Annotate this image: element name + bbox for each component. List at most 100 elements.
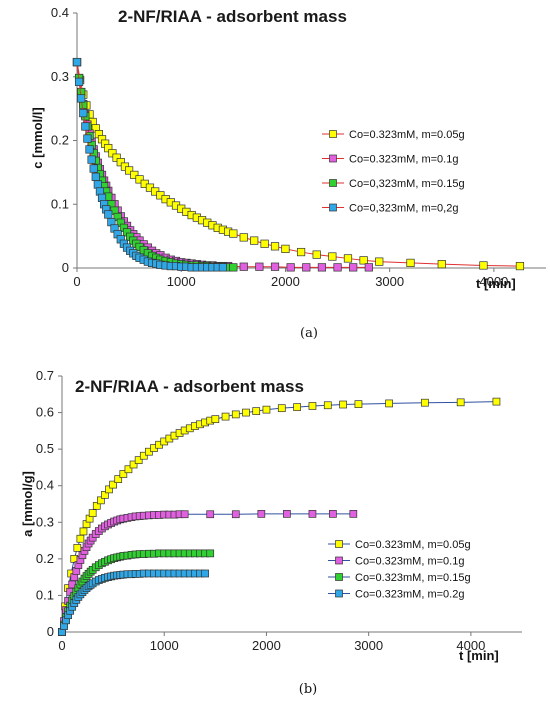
y-tick-label: 0.2	[36, 551, 54, 566]
data-point	[323, 401, 332, 410]
data-point	[79, 108, 88, 118]
data-point	[260, 239, 269, 248]
data-point	[130, 170, 139, 180]
data-point	[333, 263, 342, 272]
data-point	[328, 252, 337, 261]
series-1	[58, 397, 501, 636]
data-point	[129, 460, 138, 469]
data-point	[76, 534, 85, 543]
legend-entry: Co=0,323mM, m=0,2g	[322, 203, 458, 215]
data-point	[281, 244, 290, 253]
data-point	[308, 510, 317, 518]
legend-entry: Co=0.323mM, m=0.2g	[328, 589, 464, 601]
data-point	[293, 403, 301, 411]
data-point	[114, 475, 123, 483]
x-tick-label: 1000	[150, 638, 179, 653]
data-point	[239, 262, 248, 271]
data-point	[239, 233, 248, 242]
x-tick-label: 2000	[271, 274, 300, 289]
y-tick-label: 0.1	[36, 587, 54, 602]
data-point	[277, 404, 286, 413]
data-point	[349, 510, 358, 518]
data-point	[180, 510, 189, 519]
data-point	[77, 94, 86, 103]
y-tick-label: 0.5	[36, 441, 54, 456]
legend-marker	[329, 179, 337, 187]
legend-label: Co=0.323mM, m=0.05g	[349, 129, 465, 141]
data-point	[218, 263, 228, 272]
chart-title: 2-NF/RIAA - adsorbent mass	[75, 377, 304, 396]
data-point	[104, 144, 113, 153]
x-tick-label: 4000	[479, 274, 508, 289]
data-point	[359, 256, 368, 265]
data-point	[242, 408, 250, 417]
data-point	[339, 400, 347, 409]
series-4	[72, 57, 228, 272]
legend-label: Co=0,323mM, m=0,2g	[349, 203, 458, 215]
data-point	[456, 398, 465, 407]
data-point	[83, 134, 92, 143]
data-point	[89, 164, 98, 173]
legend-marker	[335, 573, 343, 581]
y-tick-label: 0.4	[36, 478, 54, 493]
x-axis-label: t [min]	[459, 648, 499, 663]
data-point	[354, 400, 363, 409]
legend-entry: Co=0.323mM, m=0.15g	[328, 572, 471, 584]
data-point	[308, 402, 317, 410]
legend-label: Co=0.323mM, m=0.2g	[355, 589, 464, 601]
data-point	[124, 465, 133, 474]
figure-caption: (a)	[300, 326, 318, 341]
data-point	[406, 258, 415, 267]
data-point	[255, 262, 264, 271]
data-point	[221, 412, 230, 421]
data-point	[73, 544, 82, 552]
data-point	[270, 242, 280, 251]
legend-marker	[335, 589, 343, 598]
data-point	[74, 77, 84, 86]
data-point	[81, 122, 90, 131]
legend-marker	[329, 130, 337, 138]
data-point	[104, 210, 113, 219]
data-point	[492, 397, 501, 406]
data-point	[329, 510, 337, 518]
y-tick-label: 0.3	[51, 69, 69, 84]
data-point	[231, 410, 240, 419]
data-point	[206, 549, 215, 558]
legend-entry: Co=0.323mM, m=0.1g	[328, 556, 464, 568]
data-point	[296, 247, 306, 257]
data-point	[252, 407, 261, 415]
data-point	[116, 158, 125, 167]
chart-a: 0 0.1 0.2 0.3 0.4 0 1000 2000 3000 4000 2-NF/RIAA …	[30, 5, 546, 341]
data-point	[283, 510, 291, 518]
data-point	[119, 470, 128, 478]
x-tick-label: 3000	[375, 274, 404, 289]
data-point	[85, 145, 94, 154]
data-point	[112, 153, 121, 162]
data-point	[312, 250, 321, 259]
chart-title: 2-NF/RIAA - adsorbent mass	[118, 7, 347, 26]
data-point	[343, 254, 353, 263]
data-point	[134, 456, 143, 464]
y-tick-label: 0.2	[51, 133, 69, 148]
data-point	[479, 261, 488, 270]
figure-caption: (b)	[299, 682, 317, 697]
data-point	[286, 263, 295, 272]
data-point	[364, 263, 373, 272]
data-point	[421, 398, 429, 407]
y-tick-label: 0.6	[36, 405, 54, 420]
y-tick-label: 0.7	[36, 368, 54, 383]
data-point	[101, 491, 109, 499]
legend-marker	[335, 556, 343, 565]
x-tick-label: 1000	[167, 274, 196, 289]
legend: Co=0.323mM, m=0.05g Co=0.323mM, m=0.1g Co=…	[322, 129, 465, 215]
data-point	[108, 149, 117, 158]
data-point	[93, 180, 102, 189]
data-point	[109, 480, 117, 489]
data-point	[437, 260, 446, 269]
data-point	[231, 510, 240, 519]
data-point	[385, 399, 393, 408]
series-3	[72, 57, 238, 272]
data-point	[201, 569, 209, 578]
legend-marker	[329, 203, 337, 212]
data-point	[317, 263, 327, 272]
